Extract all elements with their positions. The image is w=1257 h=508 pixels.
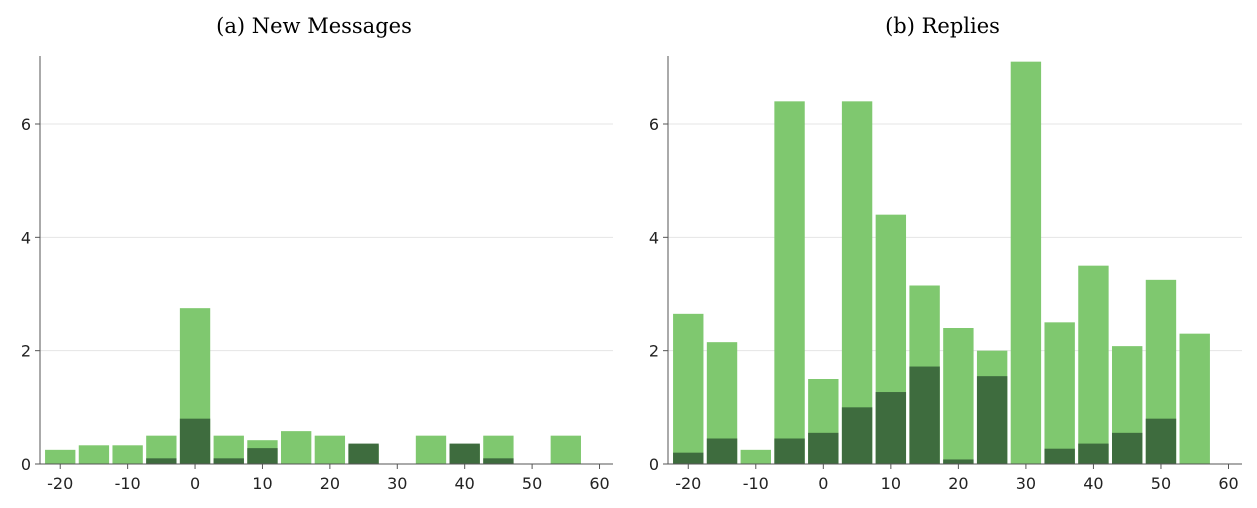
bar-subset [976,376,1008,464]
bar-total [774,101,805,464]
x-tick-label: 0 [190,474,200,493]
bar-total [1010,61,1042,465]
y-tick-label: 6 [21,115,31,134]
bar-total [841,101,873,464]
bar-subset [1078,443,1109,464]
bar-total [112,445,143,464]
x-tick-label: 10 [881,474,901,493]
bar-total [314,435,346,464]
bar-subset [247,448,278,464]
y-tick-label: 0 [21,455,31,474]
bar-subset [483,458,514,464]
bar-subset [449,443,480,464]
bar-subset [146,458,177,464]
bar-subset [1112,432,1143,464]
bar-subset [841,407,873,464]
bar-subset [706,438,738,464]
chart-title: (a) New Messages [216,14,412,38]
x-tick-label: 20 [320,474,340,493]
x-tick-label: -20 [675,474,701,493]
y-tick-label: 4 [21,228,31,247]
x-tick-label: 60 [589,474,609,493]
bar-subset [1044,448,1075,464]
bar-total [673,313,704,464]
x-tick-label: 50 [522,474,542,493]
x-tick-label: 50 [1151,474,1171,493]
y-tick-label: 2 [649,342,659,361]
chart-svg: 0 2 4 6 -20 -10 0 10 20 30 40 50 60 [649,56,1242,493]
bar-total [1044,322,1075,464]
x-tick-label: 10 [252,474,272,493]
bar-total [415,435,447,464]
bar-total [550,435,581,464]
bar-total [1078,265,1109,464]
bar-subset [673,452,704,464]
y-tick-label: 0 [649,455,659,474]
x-tick-label: -10 [115,474,141,493]
bar-subset [774,438,805,464]
x-tick-label: 20 [948,474,968,493]
x-tick-label: 40 [455,474,475,493]
x-tick-label: 30 [387,474,407,493]
y-tick-label: 6 [649,115,659,134]
bar-subset [875,392,907,464]
chart-svg: 0 2 4 6 -20 -10 0 10 20 30 40 50 60 [21,56,613,493]
bar-total [740,449,771,464]
chart-panel-replies: (b) Replies 0 2 4 6 -20 -10 0 10 20 30 40 50 60 [628,0,1257,508]
bar-total [943,328,974,464]
chart-panel-new-messages: (a) New Messages 0 2 4 6 -20 -10 0 10 20 30 40 50 60 [0,0,628,508]
bar-subset [943,459,974,464]
bar-subset [1145,418,1177,464]
x-tick-label: 0 [818,474,828,493]
bar-subset [909,366,940,464]
y-tick-label: 2 [21,342,31,361]
bar-subset [179,418,211,464]
bar-total [45,449,76,464]
bar-total [78,445,110,464]
y-tick-label: 4 [649,228,659,247]
bar-subset [808,432,839,464]
bar-subset [348,443,379,464]
bar-total [280,431,312,464]
x-tick-label: 60 [1218,474,1238,493]
x-tick-label: 40 [1083,474,1103,493]
x-tick-label: 30 [1016,474,1036,493]
chart-title: (b) Replies [885,14,1000,38]
x-tick-label: -10 [743,474,769,493]
bar-subset [213,458,244,464]
bar-total [1179,333,1210,464]
x-tick-label: -20 [47,474,73,493]
